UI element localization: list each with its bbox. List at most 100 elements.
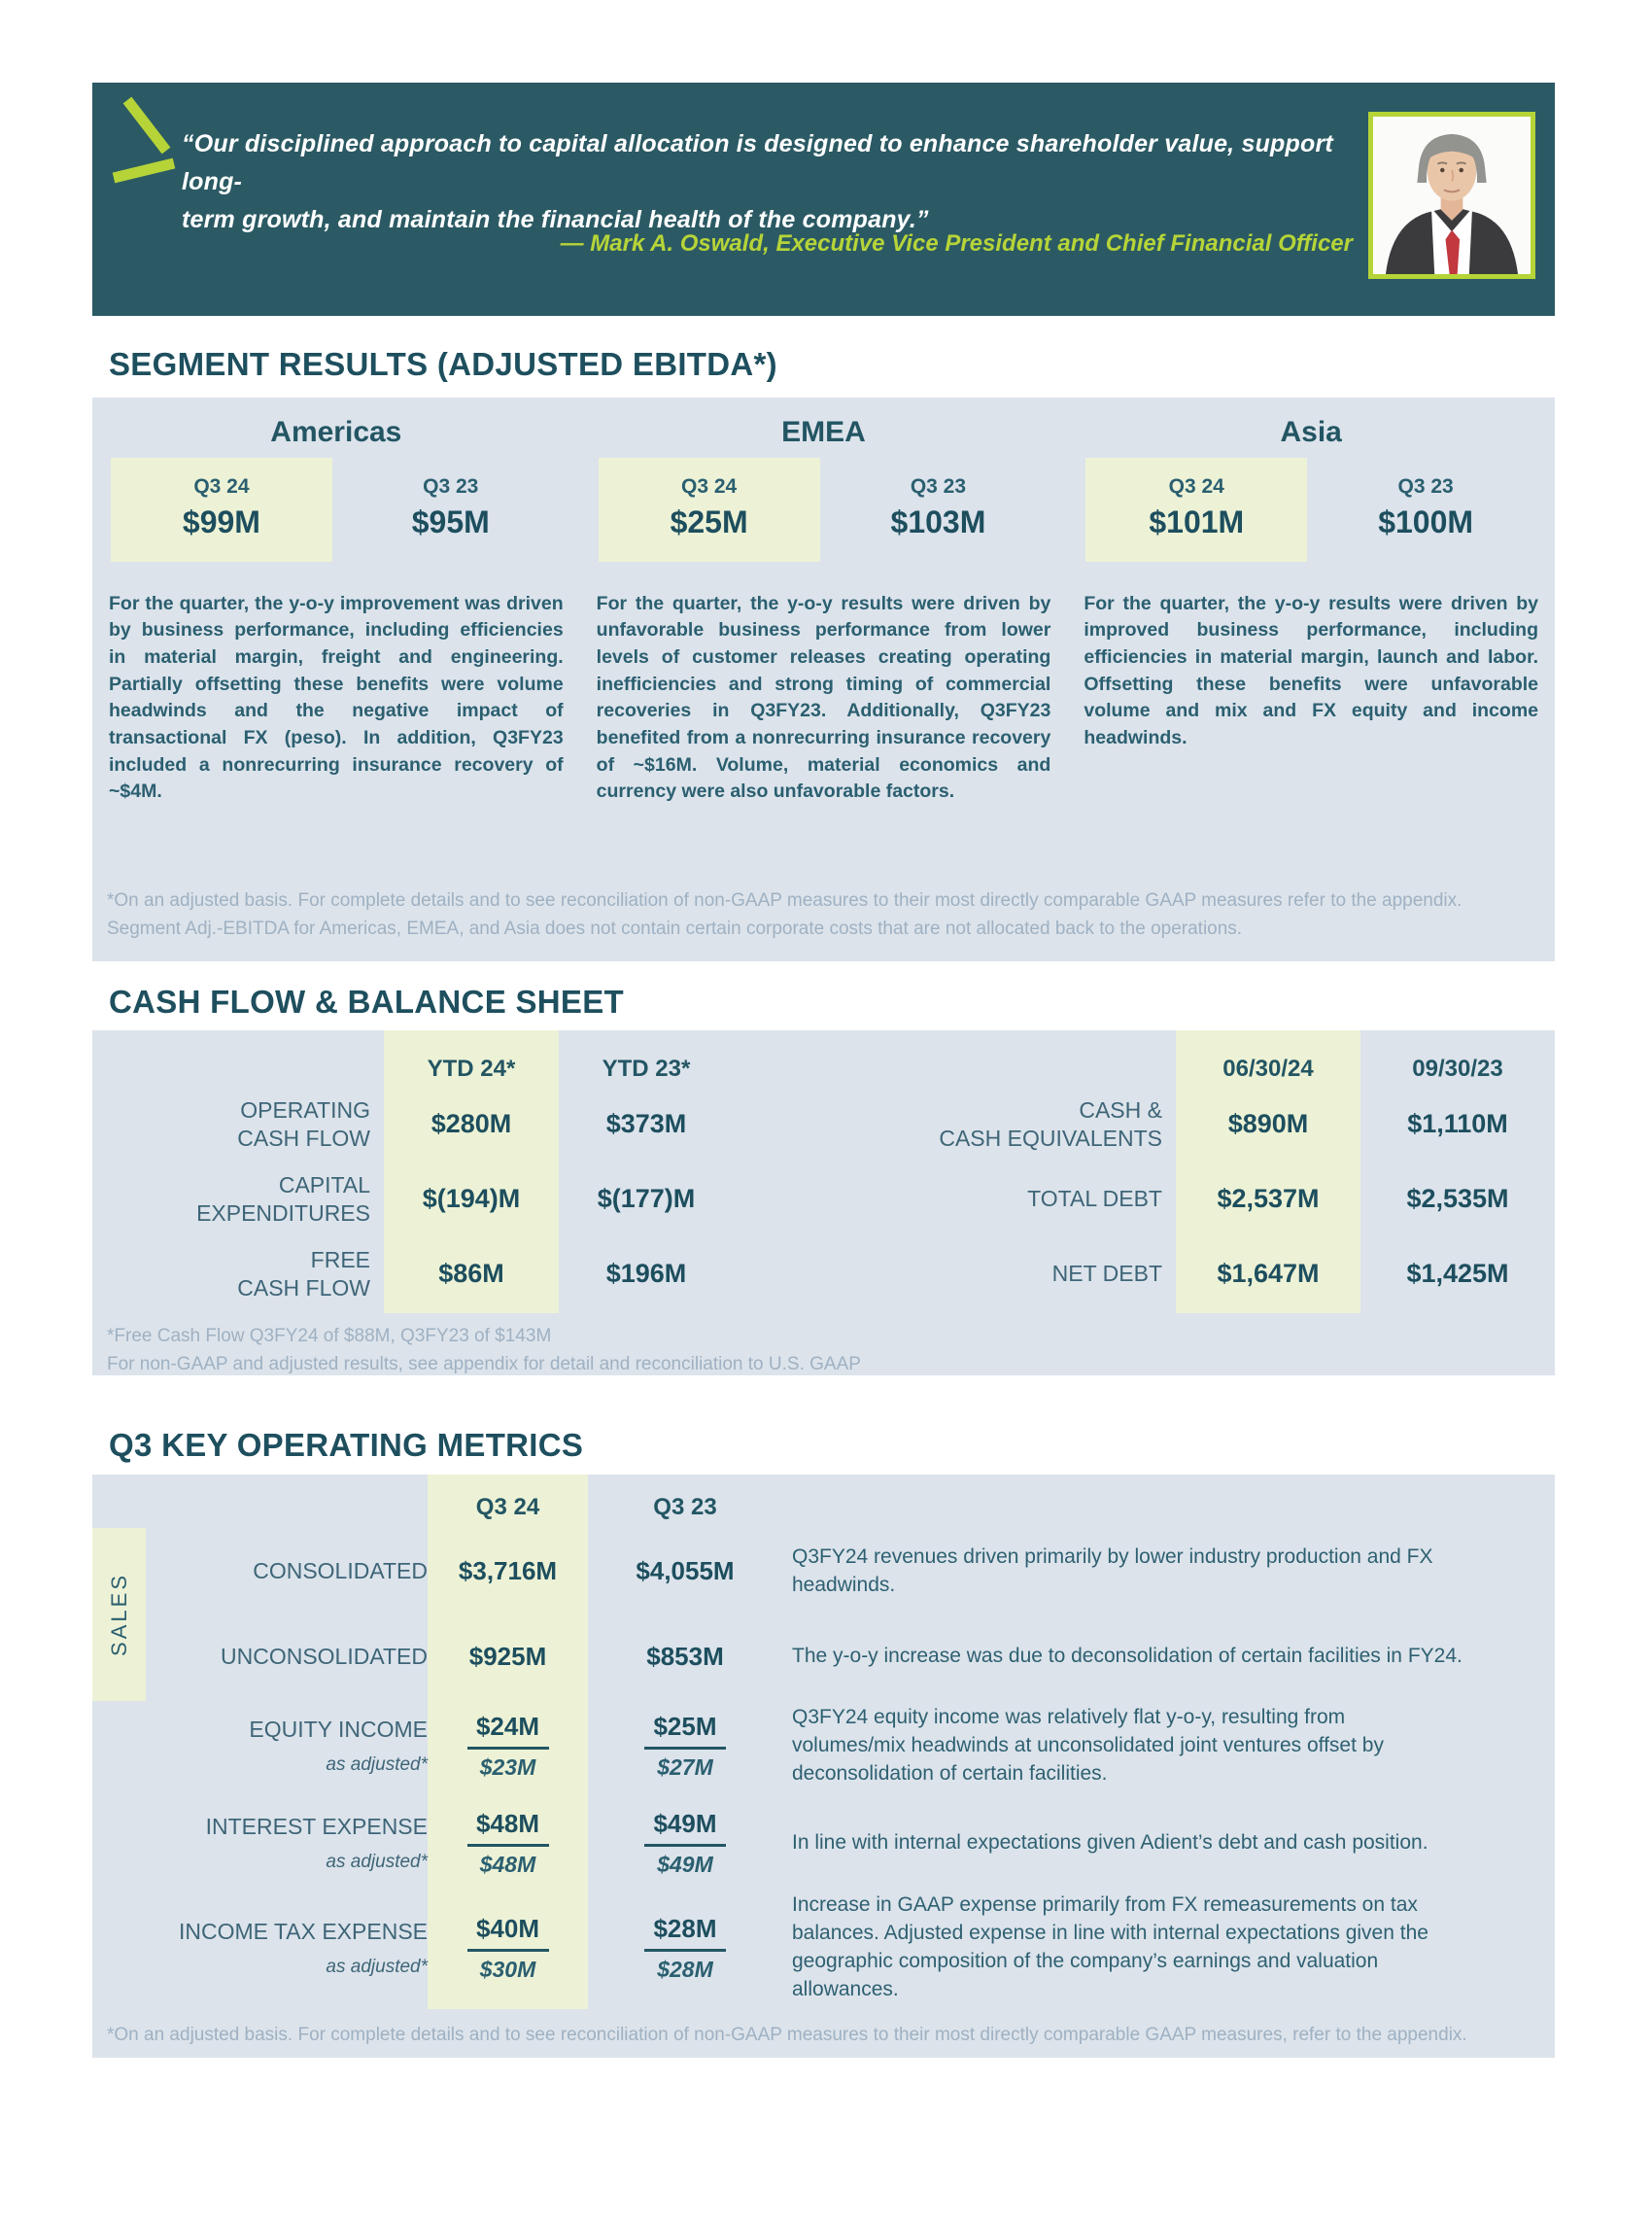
americas-q3-24-cell: Q3 24 $99M — [111, 457, 332, 562]
metrics-heading: Q3 KEY OPERATING METRICS — [109, 1427, 584, 1464]
region-commentary: For the quarter, the y-o-y results were … — [1084, 592, 1539, 749]
cash-flow-panel: YTD 24* YTD 23* 06/30/24 09/30/23 OPERAT… — [92, 1030, 1555, 1378]
ebitda-value: $25M — [670, 503, 748, 539]
executive-quote: “Our disciplined approach to capital all… — [182, 130, 1333, 233]
segment-results-heading: SEGMENT RESULTS (ADJUSTED EBITDA*) — [109, 346, 777, 382]
metric-label: CONSOLIDATED — [253, 1558, 428, 1584]
cell-value: $2,535M — [1406, 1184, 1509, 1214]
metric-sublabel: as adjusted* — [326, 1852, 428, 1873]
metric-comment: Q3FY24 equity income was relatively flat… — [792, 1706, 1384, 1786]
row-label-operating-cash-flow: OPERATING CASH FLOW — [237, 1096, 370, 1151]
segment-region-asia: Asia Q3 24 $101M Q3 23 $100M For the qua… — [1067, 411, 1555, 807]
metric-row-income-tax-expense: INCOME TAX EXPENSE as adjusted* $40M $30… — [92, 1888, 1555, 2009]
segment-results-panel: Americas Q3 24 $99M Q3 23 $95M For the q… — [92, 397, 1555, 961]
row-label-total-debt: TOTAL DEBT — [1027, 1186, 1162, 1212]
region-name: Americas — [270, 415, 402, 448]
metrics-footnote: *On an adjusted basis. For complete deta… — [107, 2024, 1467, 2045]
row-label-capital-expenditures: CAPITAL EXPENDITURES — [196, 1171, 370, 1226]
ytd24-highlight-strip — [384, 1030, 559, 1314]
non-gaap-footnote: For non-GAAP and adjusted results, see a… — [107, 1353, 861, 1374]
063024-highlight-strip — [1176, 1030, 1360, 1314]
metric-value-q3-24: $24M — [466, 1712, 549, 1751]
period-label: Q3 24 — [680, 474, 738, 498]
asia-q3-24-cell: Q3 24 $101M — [1085, 457, 1308, 562]
col-header-q3-24: Q3 24 — [475, 1493, 540, 1520]
segment-regions: Americas Q3 24 $99M Q3 23 $95M For the q… — [92, 411, 1555, 807]
metric-label: EQUITY INCOME — [249, 1717, 428, 1743]
row-label-cash-equivalents: CASH & CASH EQUIVALENTS — [939, 1096, 1162, 1151]
metric-value-q3-23: $25M — [644, 1712, 726, 1751]
cell-value: $373M — [605, 1109, 687, 1139]
cell-value: $1,110M — [1407, 1109, 1508, 1139]
cell-value: $280M — [430, 1109, 512, 1139]
metrics-header-row: Q3 24 Q3 23 — [92, 1475, 1555, 1523]
metric-adjusted-q3-24: $48M — [479, 1852, 536, 1878]
free-cash-flow-footnote: *Free Cash Flow Q3FY24 of $88M, Q3FY23 o… — [107, 1326, 552, 1347]
cell-value: $86M — [438, 1259, 504, 1289]
period-label: Q3 23 — [1397, 474, 1454, 498]
metric-comment: Increase in GAAP expense primarily from … — [792, 1893, 1428, 2001]
cash-flow-table: YTD 24* YTD 23* 06/30/24 09/30/23 OPERAT… — [92, 1030, 1555, 1311]
metric-adjusted-q3-23: $27M — [657, 1754, 713, 1781]
asia-q3-23-cell: Q3 23 $100M — [1315, 458, 1536, 562]
metric-value-q3-23: $49M — [644, 1809, 726, 1848]
region-commentary: For the quarter, the y-o-y results were … — [596, 592, 1051, 803]
metrics-panel: SALES Q3 24 Q3 23 CONSOLIDATED $3,716M $… — [92, 1474, 1555, 2058]
period-label: Q3 23 — [423, 474, 479, 498]
ebitda-value: $100M — [1378, 503, 1474, 539]
emea-q3-24-cell: Q3 24 $25M — [598, 457, 820, 562]
metric-value-q3-23: $4,055M — [636, 1556, 735, 1586]
cell-value: $(194)M — [422, 1184, 521, 1214]
region-name: Asia — [1280, 415, 1342, 448]
period-label: Q3 24 — [193, 474, 250, 498]
metric-adjusted-q3-23: $28M — [657, 1956, 713, 1982]
cell-value: $2,537M — [1217, 1184, 1320, 1214]
sales-vertical-tab: SALES — [92, 1527, 146, 1701]
col-header-ytd24: YTD 24* — [427, 1056, 516, 1083]
metric-label: UNCONSOLIDATED — [221, 1643, 428, 1669]
americas-q3-23-cell: Q3 23 $95M — [340, 458, 562, 562]
row-label-net-debt: NET DEBT — [1051, 1261, 1162, 1287]
metric-comment: Q3FY24 revenues driven primarily by lowe… — [792, 1544, 1433, 1596]
period-label: Q3 24 — [1168, 474, 1224, 498]
quote-banner: “Our disciplined approach to capital all… — [92, 83, 1555, 316]
metric-value-q3-24: $48M — [466, 1809, 549, 1848]
emea-q3-23-cell: Q3 23 $103M — [828, 458, 1050, 562]
q3-24-highlight-strip — [428, 1474, 588, 2009]
col-header-q3-23: Q3 23 — [653, 1493, 717, 1520]
metric-label: INCOME TAX EXPENSE — [178, 1918, 428, 1944]
metric-sublabel: as adjusted* — [326, 1754, 428, 1776]
cash-flow-footnotes: *Free Cash Flow Q3FY24 of $88M, Q3FY23 o… — [92, 1311, 1555, 1378]
col-header-063024: 06/30/24 — [1222, 1056, 1314, 1083]
cell-value: $196M — [605, 1259, 687, 1289]
cell-value: $1,647M — [1217, 1259, 1320, 1289]
metric-adjusted-q3-24: $30M — [479, 1956, 536, 1982]
metric-row-unconsolidated: UNCONSOLIDATED $925M $853M The y-o-y inc… — [92, 1620, 1555, 1693]
metric-row-consolidated: CONSOLIDATED $3,716M $4,055M Q3FY24 reve… — [92, 1523, 1555, 1620]
region-commentary: For the quarter, the y-o-y improvement w… — [109, 592, 564, 803]
cell-value: $1,425M — [1406, 1259, 1509, 1289]
adient-arrow-icon — [106, 94, 189, 198]
cell-value: $(177)M — [597, 1184, 696, 1214]
ebitda-value: $103M — [890, 503, 986, 539]
ebitda-value: $101M — [1149, 503, 1245, 539]
segment-region-americas: Americas Q3 24 $99M Q3 23 $95M For the q… — [92, 411, 580, 807]
metric-adjusted-q3-24: $23M — [479, 1754, 536, 1781]
col-header-093023: 09/30/23 — [1412, 1056, 1503, 1083]
col-header-ytd23: YTD 23* — [602, 1056, 691, 1083]
metric-value-q3-24: $925M — [468, 1641, 547, 1671]
ebitda-value: $95M — [411, 503, 490, 539]
cfo-photo — [1368, 112, 1535, 279]
metric-adjusted-q3-23: $49M — [657, 1852, 713, 1878]
metric-comment: In line with internal expectations given… — [792, 1831, 1428, 1855]
metric-comment: The y-o-y increase was due to deconsolid… — [792, 1644, 1463, 1667]
ebitda-value: $99M — [182, 503, 260, 539]
metric-row-interest-expense: INTEREST EXPENSE as adjusted* $48M $48M … — [92, 1800, 1555, 1888]
metric-sublabel: as adjusted* — [326, 1956, 428, 1977]
metric-row-equity-income: EQUITY INCOME as adjusted* $24M $23M $25… — [92, 1693, 1555, 1800]
region-name: EMEA — [781, 415, 866, 448]
segment-footnote: *On an adjusted basis. For complete deta… — [107, 889, 1463, 940]
metric-value-q3-24: $3,716M — [458, 1556, 558, 1586]
metric-label: INTEREST EXPENSE — [205, 1814, 428, 1840]
cell-value: $890M — [1227, 1109, 1309, 1139]
